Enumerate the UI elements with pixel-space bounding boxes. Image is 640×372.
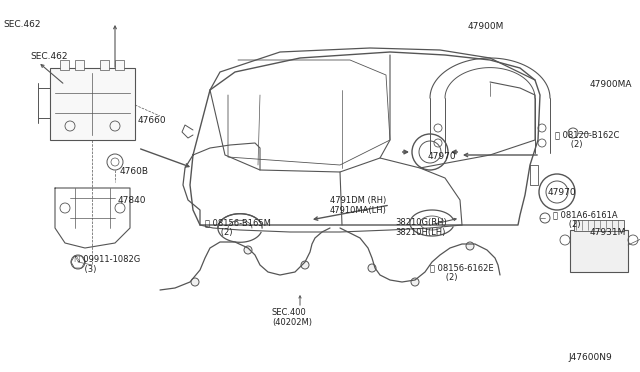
Text: 47840: 47840 <box>118 196 147 205</box>
Text: SEC.462: SEC.462 <box>30 52 67 61</box>
Text: 47660: 47660 <box>138 116 166 125</box>
Text: SEC.462: SEC.462 <box>3 20 40 29</box>
Circle shape <box>466 242 474 250</box>
Text: 47970: 47970 <box>548 188 577 197</box>
Text: Ⓑ 08156-6162E
      (2): Ⓑ 08156-6162E (2) <box>430 263 493 282</box>
Bar <box>60 60 69 70</box>
Text: 4791DM (RH)
47910MA(LH): 4791DM (RH) 47910MA(LH) <box>330 196 387 215</box>
FancyBboxPatch shape <box>50 68 135 140</box>
Circle shape <box>368 264 376 272</box>
Circle shape <box>244 246 252 254</box>
Text: 38210G(RH)
38210H(LH): 38210G(RH) 38210H(LH) <box>395 218 447 237</box>
Text: ℕ 09911-1082G
    (3): ℕ 09911-1082G (3) <box>74 255 140 275</box>
Text: J47600N9: J47600N9 <box>568 353 612 362</box>
Text: 47931M: 47931M <box>590 228 627 237</box>
Bar <box>574 220 624 231</box>
Bar <box>100 60 109 70</box>
Text: 47970: 47970 <box>428 152 456 161</box>
Text: 47900MA: 47900MA <box>590 80 632 89</box>
Circle shape <box>411 278 419 286</box>
Bar <box>115 60 124 70</box>
Text: SEC.400
(40202M): SEC.400 (40202M) <box>272 308 312 327</box>
Bar <box>75 60 84 70</box>
Text: 47900M: 47900M <box>468 22 504 31</box>
Text: Ⓑ 08156-B165M
      (2): Ⓑ 08156-B165M (2) <box>205 218 271 237</box>
Circle shape <box>191 278 199 286</box>
Bar <box>570 230 628 272</box>
Text: 4760B: 4760B <box>120 167 149 176</box>
Text: Ⓑ 08120-B162C
      (2): Ⓑ 08120-B162C (2) <box>555 130 620 150</box>
Text: Ⓑ 081A6-6161A
      (2): Ⓑ 081A6-6161A (2) <box>553 210 618 230</box>
Circle shape <box>301 261 309 269</box>
